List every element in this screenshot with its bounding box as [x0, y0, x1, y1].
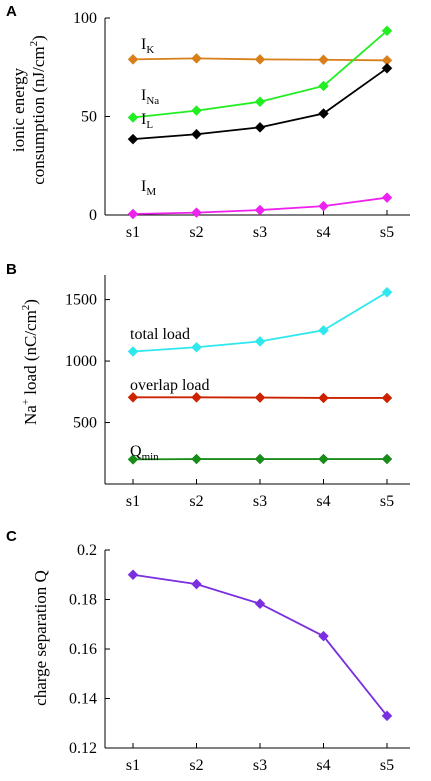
data-point [254, 598, 266, 610]
panel-c-letter: C [6, 528, 17, 545]
x-tick-label: s4 [316, 224, 330, 241]
data-point [318, 324, 329, 336]
series-line [132, 573, 388, 717]
data-point [127, 569, 139, 581]
data-point [318, 200, 329, 212]
series-label-ik: IK [141, 36, 154, 56]
x-tick-label: s2 [189, 493, 203, 510]
y-tick-label: 0.12 [69, 740, 97, 757]
x-tick-label: s3 [253, 493, 267, 510]
data-point [191, 578, 202, 590]
panel-b: B Na+ load (nC/cm2) 500 1000 1500 s1 s2 s3 s4 s… [6, 261, 410, 510]
panel-c-axes: 0.12 0.14 0.16 0.18 0.2 s1 s2 s3 s4 s5 [69, 542, 410, 774]
x-tick-label: s2 [189, 757, 203, 774]
data-point [191, 207, 202, 218]
y-tick-label: 1000 [65, 353, 97, 370]
data-point [127, 54, 139, 65]
data-point [381, 286, 393, 298]
data-point [318, 630, 329, 642]
data-point [254, 392, 266, 403]
data-point [191, 53, 202, 64]
panel-a-ylabel-line2: consumption (nJ/cm2) [28, 35, 48, 185]
y-tick-label: 0.14 [69, 691, 97, 708]
panel-a-marks [127, 25, 393, 220]
series-label-im: IM [141, 178, 156, 198]
data-point [127, 454, 139, 465]
data-point [127, 133, 139, 145]
x-tick-label: s3 [253, 224, 267, 241]
y-tick-label: 0.16 [69, 641, 97, 658]
data-point [254, 204, 266, 216]
panel-c: C charge separation Q 0.120.140.160.180.… [6, 528, 410, 774]
data-point [191, 128, 202, 140]
data-point [254, 54, 266, 65]
x-tick-label: s1 [126, 493, 140, 510]
series-label-il: IL [141, 111, 153, 131]
panel-b-axes: 500 1000 1500 s1 s2 s3 s4 s5 [65, 275, 410, 510]
data-point [127, 346, 139, 357]
x-tick-label: s5 [380, 757, 394, 774]
data-point [127, 208, 139, 220]
y-tick-label: 1500 [65, 292, 97, 309]
panel-b-marks [127, 286, 393, 465]
x-tick-label: s5 [380, 224, 394, 241]
panel-b-ylabel: Na+ load (nC/cm2) [20, 299, 40, 425]
y-tick-label: 0.18 [69, 592, 97, 609]
x-tick-label: s4 [316, 757, 330, 774]
x-tick-label: s2 [189, 224, 203, 241]
data-point [254, 96, 266, 108]
data-point [381, 453, 393, 465]
panel-a-ylabel-line1: ionic energy [9, 67, 28, 152]
panel-b-letter: B [6, 261, 17, 278]
data-point [318, 392, 329, 404]
panel-a-ylabel: ionic energy consumption (nJ/cm2) [9, 35, 48, 185]
y-tick-label: 0.2 [77, 542, 97, 559]
data-point [254, 336, 266, 347]
panel-a-series-labels: IK INa IL IM [141, 36, 159, 198]
x-tick-label: s4 [316, 493, 330, 510]
data-point [318, 453, 329, 465]
data-point [191, 105, 202, 116]
panel-c-marks [127, 569, 393, 722]
series-label-overlap-load: overlap load [130, 377, 210, 394]
data-point [381, 62, 393, 74]
series-label-ina: INa [141, 87, 159, 107]
data-point [381, 25, 393, 37]
data-point [381, 392, 393, 404]
data-point [127, 391, 139, 403]
data-point [254, 121, 266, 133]
x-tick-label: s5 [380, 493, 394, 510]
panel-a-letter: A [6, 3, 17, 20]
data-point [318, 108, 329, 119]
data-point [191, 453, 202, 465]
panel-a-axes: 0 50 100 s1 s2 s3 s4 s5 [73, 10, 410, 241]
data-point [381, 192, 393, 204]
data-point [381, 710, 393, 722]
x-tick-label: s1 [126, 757, 140, 774]
data-point [191, 341, 202, 353]
series-label-total-load: total load [130, 326, 190, 343]
x-tick-label: s1 [126, 224, 140, 241]
data-point [254, 453, 266, 465]
data-point [191, 391, 202, 403]
x-tick-label: s3 [253, 757, 267, 774]
data-point [318, 80, 329, 92]
y-tick-label: 0 [89, 207, 97, 224]
panel-b-series-labels: total load overlap load Qmin [130, 326, 210, 463]
panel-c-ylabel: charge separation Q [31, 570, 50, 706]
series-label-qmin: Qmin [130, 443, 159, 463]
y-tick-label: 100 [73, 10, 97, 27]
y-tick-label: 50 [81, 109, 97, 126]
y-tick-label: 500 [73, 415, 97, 432]
data-point [127, 112, 139, 123]
panel-a: A ionic energy consumption (nJ/cm2) 0 50 1… [6, 3, 410, 241]
data-point [318, 54, 329, 66]
